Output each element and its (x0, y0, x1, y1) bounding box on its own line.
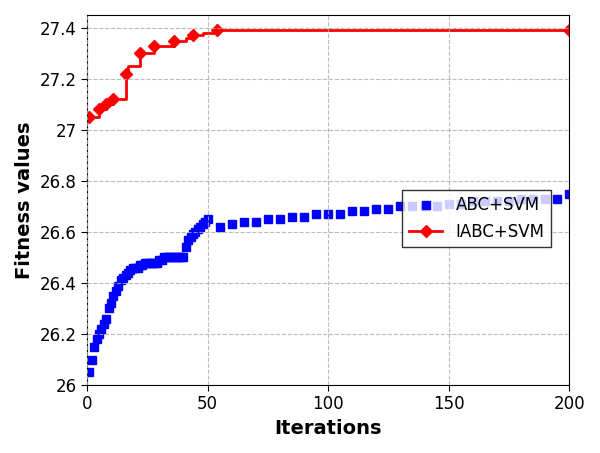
IABC+SVM (122, 96, 129, 102)
ABC+SVM (228, 222, 235, 227)
IABC+SVM (182, 35, 190, 41)
Y-axis label: Fitness values: Fitness values (15, 121, 34, 279)
IABC+SVM (199, 33, 206, 38)
IABC+SVM (151, 51, 158, 56)
ABC+SVM (202, 219, 209, 224)
Legend: ABC+SVM, IABC+SVM: ABC+SVM, IABC+SVM (402, 190, 551, 247)
ABC+SVM (457, 201, 464, 207)
Line: ABC+SVM: ABC+SVM (86, 190, 573, 376)
ABC+SVM (199, 222, 206, 227)
IABC+SVM (214, 30, 221, 36)
X-axis label: Iterations: Iterations (274, 419, 382, 438)
Line: IABC+SVM: IABC+SVM (89, 30, 569, 117)
IABC+SVM (151, 43, 158, 48)
IABC+SVM (170, 38, 178, 43)
IABC+SVM (190, 33, 197, 38)
ABC+SVM (264, 217, 271, 222)
ABC+SVM (170, 255, 178, 260)
IABC+SVM (124, 71, 131, 77)
IABC+SVM (136, 63, 143, 69)
IABC+SVM (95, 107, 103, 112)
IABC+SVM (182, 38, 190, 43)
IABC+SVM (190, 35, 197, 41)
IABC+SVM (110, 101, 117, 107)
ABC+SVM (566, 191, 573, 196)
IABC+SVM (122, 71, 129, 77)
IABC+SVM (103, 107, 110, 112)
IABC+SVM (95, 114, 103, 120)
IABC+SVM (103, 101, 110, 107)
IABC+SVM (170, 43, 178, 48)
IABC+SVM (110, 96, 117, 102)
IABC+SVM (214, 28, 221, 33)
IABC+SVM (136, 51, 143, 56)
IABC+SVM (199, 30, 206, 36)
IABC+SVM (566, 28, 573, 33)
IABC+SVM (124, 63, 131, 69)
ABC+SVM (86, 370, 93, 375)
IABC+SVM (86, 114, 93, 120)
